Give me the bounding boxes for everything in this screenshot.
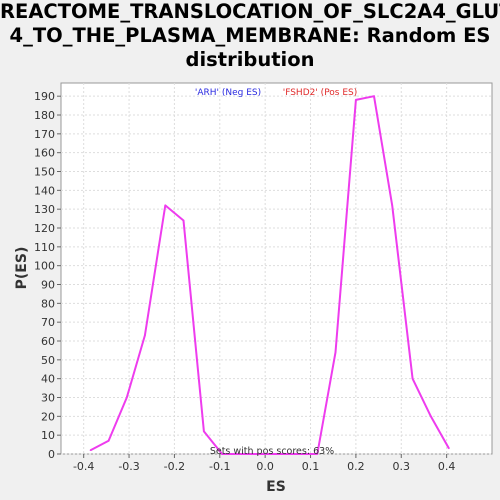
x-axis: -0.4 -0.3 -0.2 -0.1 0.0 0.1 0.2 0.3 0.4 [73,454,455,473]
x-tick-label: -0.4 [73,460,94,473]
legend-neg-es: 'ARH' (Neg ES) [195,88,261,98]
x-axis-label: ES [266,479,286,495]
y-tick-label: 30 [41,392,55,405]
y-tick-label: 120 [34,222,55,235]
y-tick-label: 40 [41,373,55,386]
data-point [334,351,337,354]
series-line [90,95,450,455]
chart-title: REACTOME_TRANSLOCATION_OF_SLC2A4_GLUT 4_… [0,0,500,72]
y-tick-label: 170 [34,128,55,141]
y-tick-label: 90 [41,279,55,292]
y-tick-label: 160 [34,147,55,160]
y-tick-label: 0 [48,448,55,461]
x-tick-label: 0.1 [302,460,320,473]
x-tick-label: 0.4 [438,460,456,473]
data-point [429,415,432,418]
y-tick-label: 110 [34,241,55,254]
chart-title-line-3: distribution [185,48,315,71]
data-point [107,440,110,442]
data-point [411,377,414,380]
y-tick-label: 100 [34,260,55,273]
y-tick-label: 10 [41,429,55,442]
x-tick-label: 0.0 [256,460,274,473]
series-group [89,95,450,455]
chart-title-line-2: 4_TO_THE_PLASMA_MEMBRANE: Random ES [9,24,491,47]
data-point [203,430,205,433]
y-axis-label: P(ES) [14,247,30,290]
data-point [355,99,357,101]
data-point [164,204,167,207]
pos-scores-annotation: Sets with pos scores: 63% [210,446,334,457]
data-point [144,334,146,337]
y-tick-label: 180 [34,109,55,122]
y-tick-label: 150 [34,166,55,179]
chart-title-line-1: REACTOME_TRANSLOCATION_OF_SLC2A4_GLUT [0,0,500,23]
x-tick-label: 0.2 [347,460,365,473]
x-tick-label: -0.3 [118,460,139,473]
data-point [448,447,450,450]
y-tick-label: 60 [41,335,55,348]
data-point [316,453,319,455]
legend-pos-es: 'FSHD2' (Pos ES) [283,88,358,98]
y-tick-label: 50 [41,354,55,367]
x-tick-label: -0.1 [209,460,230,473]
x-tick-label: -0.2 [164,460,185,473]
data-point [221,453,223,455]
y-tick-label: 20 [41,410,55,423]
data-point [125,396,128,399]
y-tick-label: 70 [41,316,55,329]
data-point [391,204,393,207]
data-point [89,449,92,452]
data-point [182,219,185,222]
x-tick-label: 0.3 [393,460,411,473]
y-axis: 0 10 20 30 40 50 60 70 80 90 100 110 120 130 140 150 160… [34,90,61,461]
y-tick-label: 80 [41,297,55,310]
y-tick-label: 130 [34,203,55,216]
y-tick-label: 140 [34,184,55,197]
data-point [373,95,375,97]
y-tick-label: 190 [34,90,55,103]
